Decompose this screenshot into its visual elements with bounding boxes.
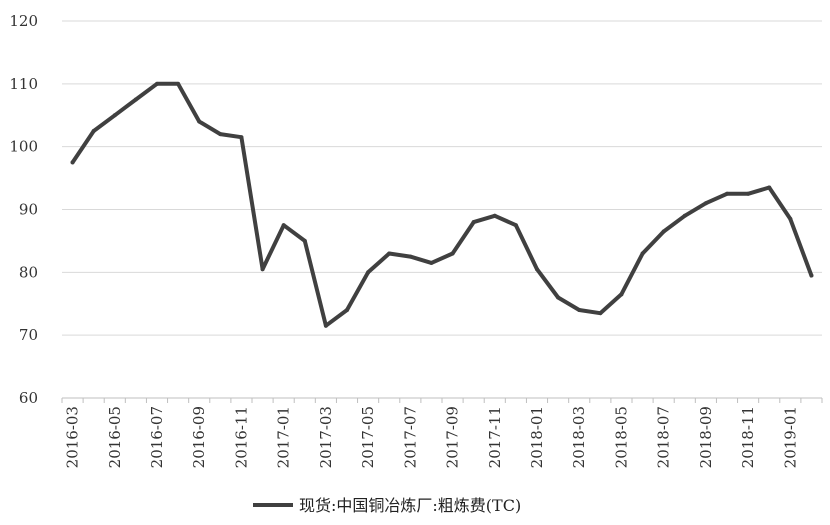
data-point-2016-09 xyxy=(197,119,202,124)
x-tick-label-2018-01: 2018-01 xyxy=(528,406,546,468)
x-tick-label-2017-01: 2017-01 xyxy=(275,406,293,468)
data-point-2017-11 xyxy=(492,213,497,218)
data-point-2016-10 xyxy=(218,132,223,137)
data-point-2016-11 xyxy=(239,135,244,140)
data-point-2018-11 xyxy=(746,191,751,196)
x-tick-label-2017-03: 2017-03 xyxy=(317,406,335,468)
y-tick-label-120: 120 xyxy=(9,12,38,30)
series-line-0 xyxy=(70,81,814,328)
x-tick-label-2016-05: 2016-05 xyxy=(106,406,124,468)
data-point-2019-02 xyxy=(809,273,814,278)
x-tick-label-2018-09: 2018-09 xyxy=(697,406,715,468)
data-point-2018-05 xyxy=(619,292,624,297)
y-tick-label-110: 110 xyxy=(9,75,38,93)
legend-label: 现货:中国铜冶炼厂:粗炼费(TC) xyxy=(299,496,521,515)
x-tick-label-2019-01: 2019-01 xyxy=(781,406,799,468)
data-point-2018-07 xyxy=(661,229,666,234)
x-tick-label-2018-11: 2018-11 xyxy=(739,406,757,468)
x-tick-label-2016-11: 2016-11 xyxy=(232,406,250,468)
data-point-2017-01 xyxy=(281,223,286,228)
x-tick-label-2017-09: 2017-09 xyxy=(444,406,462,468)
data-point-2018-01 xyxy=(535,267,539,272)
data-point-2018-09 xyxy=(703,201,708,206)
data-point-2018-04 xyxy=(598,311,603,316)
x-tick-label-2018-05: 2018-05 xyxy=(612,406,630,468)
data-point-2017-12 xyxy=(513,223,518,228)
data-point-2017-07 xyxy=(408,254,413,259)
y-tick-label-100: 100 xyxy=(9,138,38,156)
x-tick-label-2018-07: 2018-07 xyxy=(655,406,673,468)
data-point-2018-10 xyxy=(725,191,729,196)
x-tick-label-2016-03: 2016-03 xyxy=(64,406,82,468)
x-tick-label-2017-11: 2017-11 xyxy=(486,406,504,468)
data-point-2018-02 xyxy=(556,295,561,300)
grid-lines xyxy=(62,20,822,336)
y-tick-label-80: 80 xyxy=(19,263,38,281)
data-point-2017-10 xyxy=(471,220,476,225)
series-group xyxy=(70,81,814,328)
data-point-2016-04 xyxy=(91,128,96,133)
y-tick-label-70: 70 xyxy=(19,326,38,344)
legend: 现货:中国铜冶炼厂:粗炼费(TC) xyxy=(253,496,521,515)
data-point-2018-08 xyxy=(682,213,687,218)
data-point-2017-09 xyxy=(450,251,455,256)
x-tick-label-2018-03: 2018-03 xyxy=(570,406,588,468)
data-point-2016-03 xyxy=(70,160,75,165)
x-axis xyxy=(61,397,823,403)
data-point-2018-06 xyxy=(640,251,645,256)
data-point-2017-02 xyxy=(302,238,307,243)
data-point-2017-05 xyxy=(366,270,371,275)
data-point-2016-12 xyxy=(260,267,265,272)
y-axis-tick-labels: 60 70 80 90 100 110 120 xyxy=(9,12,38,407)
x-axis-tick-labels: 2016-03 2016-05 2016-07 2016-09 2016-11 2017-… xyxy=(64,406,800,468)
data-point-2017-08 xyxy=(429,260,434,265)
y-tick-label-90: 90 xyxy=(19,201,38,219)
data-point-2018-03 xyxy=(577,308,582,313)
data-point-2018-12 xyxy=(767,185,772,190)
x-tick-label-2017-07: 2017-07 xyxy=(401,406,419,468)
data-point-2017-06 xyxy=(387,251,392,256)
data-point-2017-03 xyxy=(323,323,328,328)
data-point-2016-06 xyxy=(133,97,138,102)
data-point-2016-07 xyxy=(155,81,159,86)
data-point-2016-08 xyxy=(176,81,181,86)
x-tick-label-2017-05: 2017-05 xyxy=(359,406,377,468)
data-point-2016-05 xyxy=(112,113,117,118)
data-point-2017-04 xyxy=(345,308,349,313)
x-tick-label-2016-09: 2016-09 xyxy=(190,406,208,468)
data-point-2019-01 xyxy=(788,216,793,221)
x-tick-label-2016-07: 2016-07 xyxy=(148,406,166,468)
y-tick-label-60: 60 xyxy=(19,389,38,407)
